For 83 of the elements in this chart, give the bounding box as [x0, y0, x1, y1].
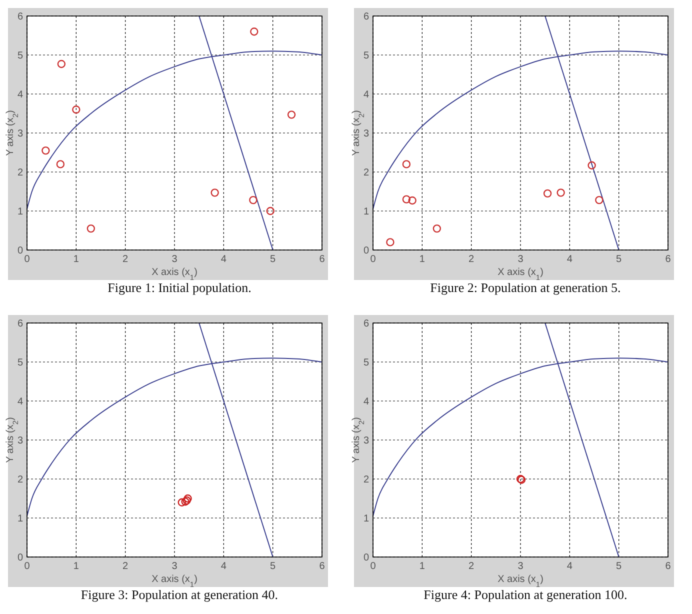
y-tick-label: 6	[17, 318, 24, 330]
x-tick-label: 4	[220, 254, 227, 265]
y-tick-label: 6	[17, 12, 24, 22]
y-tick-label: 6	[363, 318, 370, 330]
y-tick-label: 4	[17, 90, 24, 100]
point	[72, 106, 80, 114]
point	[210, 188, 219, 197]
y-tick-label: 1	[363, 206, 370, 218]
y-tick-label: 1	[363, 514, 370, 524]
y-tick-label: 0	[17, 246, 24, 256]
x-tick-label: 2	[122, 254, 129, 265]
y-tick-label: 0	[17, 552, 24, 564]
x-tick-label: 3	[518, 561, 524, 572]
point	[402, 160, 411, 168]
y-tick-label: 6	[363, 12, 370, 22]
text: Figure 2: Population at generation 5.	[430, 280, 621, 295]
y-tick-label: 2	[363, 474, 370, 486]
point	[266, 206, 274, 216]
point	[408, 196, 416, 205]
y-tick-label: 1	[17, 206, 24, 218]
x-tick-label: 1	[419, 254, 426, 265]
point	[595, 196, 604, 204]
point	[556, 188, 565, 197]
y-tick-label: 5	[363, 50, 370, 62]
y-tick-label: 3	[363, 128, 370, 140]
y-tick-label: 5	[363, 358, 370, 368]
y-tick-label: 2	[17, 168, 24, 178]
point	[287, 110, 296, 119]
x-tick-label: 4	[566, 561, 573, 572]
x-tick-label: 5	[270, 254, 276, 265]
y-tick-label: 0	[363, 552, 370, 564]
point	[402, 195, 411, 204]
x-tick-label: 5	[616, 561, 622, 572]
y-tick-label: 5	[17, 358, 24, 368]
y-tick-label: 0	[363, 246, 370, 256]
text: Figure 3: Population at generation 40.	[80, 587, 278, 602]
y-tick-label: 4	[363, 90, 370, 100]
x-tick-label: 6	[665, 561, 672, 572]
x-tick-label: 0	[370, 561, 376, 572]
point	[57, 60, 66, 68]
y-tick-label: 3	[363, 436, 370, 446]
point	[42, 146, 50, 155]
x-tick-label: 1	[419, 561, 426, 572]
point	[588, 161, 596, 170]
x-tick-label: 3	[518, 254, 524, 265]
x-tick-label: 3	[172, 561, 178, 572]
x-tick-label: 2	[122, 561, 129, 572]
y-tick-label: 4	[17, 396, 24, 408]
y-tick-label: 1	[17, 514, 24, 524]
text: Figure 1: Initial population.	[108, 280, 252, 295]
x-tick-label: 4	[566, 254, 573, 265]
x-axis-title: X axis (x$_{1}$)	[152, 267, 198, 282]
x-tick-label: 1	[73, 561, 80, 572]
x-axis-title: X axis (x$_{1}$)	[498, 574, 544, 588]
x-tick-label: 5	[616, 254, 622, 265]
x-tick-label: 1	[73, 254, 80, 265]
x-tick-label: 2	[468, 254, 475, 265]
x-tick-label: 0	[24, 561, 30, 572]
text: Figure 4: Population at generation 100.	[424, 587, 628, 602]
point	[386, 238, 394, 246]
x-tick-label: 6	[319, 561, 326, 572]
x-tick-label: 6	[319, 254, 326, 265]
point	[86, 224, 96, 233]
point	[249, 196, 258, 204]
x-tick-label: 5	[270, 561, 276, 572]
point	[250, 28, 258, 36]
x-axis-title: X axis (x$_{1}$)	[152, 574, 198, 588]
x-tick-label: 0	[24, 254, 30, 265]
y-tick-label: 3	[17, 128, 24, 140]
x-tick-label: 4	[220, 561, 227, 572]
y-tick-label: 2	[17, 474, 24, 486]
point	[56, 160, 65, 168]
y-tick-label: 5	[17, 50, 24, 62]
x-axis-title: X axis (x$_{1}$)	[498, 267, 544, 282]
point	[432, 224, 442, 233]
y-tick-label: 2	[363, 168, 370, 178]
x-tick-label: 3	[172, 254, 178, 265]
point	[543, 189, 552, 198]
x-tick-label: 6	[665, 254, 672, 265]
y-tick-label: 3	[17, 436, 24, 446]
x-tick-label: 0	[370, 254, 376, 265]
x-tick-label: 2	[468, 561, 475, 572]
y-tick-label: 4	[363, 396, 370, 408]
